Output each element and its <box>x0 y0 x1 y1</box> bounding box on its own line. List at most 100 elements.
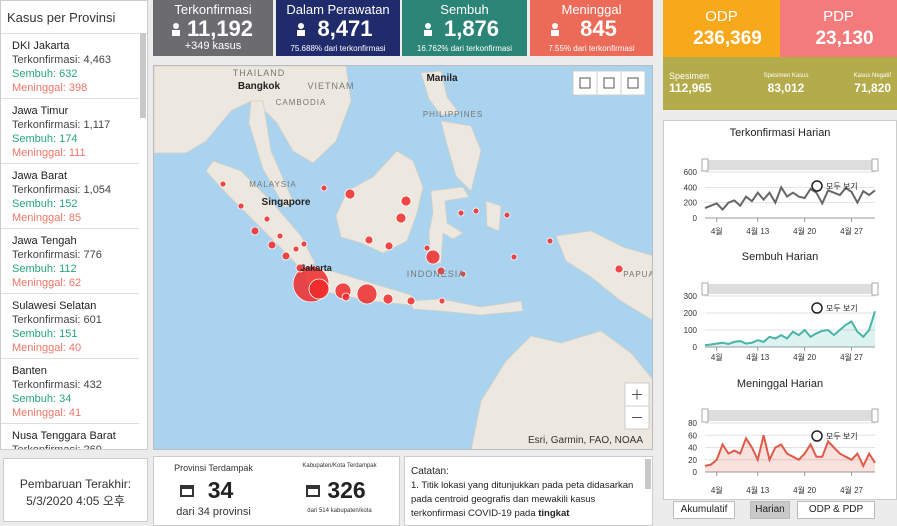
map-label: Jakarta <box>300 263 333 273</box>
landmass <box>248 100 294 209</box>
range-strip <box>705 160 875 170</box>
x-tick-label: 4월 <box>711 485 723 495</box>
range-handle <box>701 282 709 296</box>
stat-sub: 75.688% dari terkonfirmasi <box>290 44 386 53</box>
x-tick-label: 4월 20 <box>793 226 816 236</box>
province-item[interactable]: Nusa Tenggara Barat Terkonfirmasi: 269 <box>1 423 139 449</box>
notes-panel: Catatan: 1. Titik lokasi yang ditunjukkan… <box>404 456 653 526</box>
x-tick-label: 4월 <box>711 352 723 362</box>
province-name: Jawa Tengah <box>12 235 77 247</box>
stat-label: Terkonfirmasi <box>174 2 252 17</box>
map-attribution: Esri, Garmin, FAO, NOAA <box>528 435 643 446</box>
case-location <box>295 263 305 273</box>
stat-value: 845 <box>580 16 617 41</box>
landmass <box>428 186 470 264</box>
province-confirmed: Terkonfirmasi: 1,117 <box>12 119 111 131</box>
province-item[interactable]: Banten Terkonfirmasi: 432 Sembuh: 34 Mening… <box>1 358 139 423</box>
province-confirmed: Terkonfirmasi: 601 <box>12 314 102 326</box>
province-item[interactable]: DKI Jakarta Terkonfirmasi: 4,463 Sembuh: 6… <box>1 33 139 98</box>
y-tick-label: 300 <box>684 292 698 301</box>
map-canvas[interactable]: THAILAND Bangkok VIETNAM CAMBODIA Manila PHIL… <box>154 66 653 450</box>
stat-card: Meninggal 845 7.55% dari terkonfirmasi <box>530 0 653 56</box>
specimen-value: 83,012 <box>767 81 805 95</box>
map-label: Singapore <box>262 197 311 208</box>
affected-value: 34 <box>207 477 234 503</box>
case-location <box>406 296 416 306</box>
province-panel: Kasus per Provinsi DKI Jakarta Terkonfirma… <box>0 0 148 450</box>
province-deaths: Meninggal: 111 <box>12 147 86 159</box>
stat-card: Sembuh 1,876 16.762% dari terkonfirmasi <box>402 0 527 56</box>
icon-part <box>173 23 179 29</box>
landmass <box>470 330 652 449</box>
map-button-legend[interactable] <box>596 70 622 96</box>
affected-sub: dari 34 provinsi <box>176 506 251 518</box>
icon-part <box>297 30 305 36</box>
map-button-layers[interactable] <box>620 70 646 96</box>
y-tick-label: 80 <box>688 419 697 428</box>
affected-value: 326 <box>327 477 366 503</box>
tab[interactable]: Harian <box>750 501 790 519</box>
case-location <box>320 184 328 192</box>
landmass <box>420 70 460 116</box>
y-tick-label: 200 <box>684 199 698 208</box>
map-label: PHILIPPINES <box>423 110 483 119</box>
case-location <box>510 253 518 261</box>
landmass <box>154 66 352 164</box>
zoom-icon <box>811 430 823 442</box>
y-tick-label: 0 <box>693 468 698 477</box>
case-location <box>382 293 394 305</box>
province-recovered: Sembuh: 151 <box>12 328 78 340</box>
map-button-home[interactable] <box>572 70 598 96</box>
icon-part <box>550 30 559 36</box>
map-label: Bangkok <box>238 81 281 92</box>
case-location <box>267 240 277 250</box>
specimen-label: Spesimen <box>669 71 710 81</box>
province-confirmed: Terkonfirmasi: 4,463 <box>12 54 112 66</box>
case-location <box>237 202 245 210</box>
case-location <box>364 235 374 245</box>
province-item[interactable]: Jawa Tengah Terkonfirmasi: 776 Sembuh: 112… <box>1 228 139 293</box>
case-location <box>292 245 300 253</box>
tab[interactable]: ODP & PDP <box>797 501 875 519</box>
landmass <box>410 298 524 316</box>
case-location <box>341 292 351 302</box>
affected-icon <box>180 485 194 497</box>
map-icon <box>579 77 591 89</box>
province-item[interactable]: Jawa Barat Terkonfirmasi: 1,054 Sembuh: 15… <box>1 163 139 228</box>
range-strip <box>705 410 875 421</box>
monitor-value: 23,130 <box>815 28 874 49</box>
monitor-label: PDP <box>823 8 854 25</box>
area <box>705 311 875 347</box>
case-location <box>263 215 271 223</box>
province-item[interactable]: Sulawesi Selatan Terkonfirmasi: 601 Sembuh… <box>1 293 139 358</box>
y-tick-label: 400 <box>684 183 698 192</box>
tab[interactable]: Akumulatif <box>673 501 735 519</box>
province-deaths: Meninggal: 85 <box>12 212 82 224</box>
monitor-label: ODP <box>705 8 738 25</box>
specimen-value: 71,820 <box>854 81 891 95</box>
province-confirmed: Terkonfirmasi: 776 <box>12 249 102 261</box>
case-location <box>384 241 394 251</box>
case-location <box>395 212 407 224</box>
icon-part <box>423 30 432 36</box>
y-tick-label: 100 <box>684 326 698 335</box>
monitor-card: ODP 236,369 <box>663 0 780 57</box>
stat-card: Dalam Perawatan 8,471 75.688% dari terkonf… <box>276 0 400 56</box>
stat-icon <box>423 23 432 36</box>
y-tick-label: 0 <box>693 214 698 223</box>
zoom-label: 모두 보기 <box>826 304 858 313</box>
line <box>704 185 876 212</box>
stat-label: Sembuh <box>440 2 489 17</box>
province-recovered: Sembuh: 632 <box>12 68 78 80</box>
stat-value: 11,192 <box>186 16 254 41</box>
province-item[interactable]: Jawa Timur Terkonfirmasi: 1,117 Sembuh: 17… <box>1 98 139 163</box>
map-label: THAILAND <box>233 68 286 78</box>
case-location <box>356 283 378 305</box>
x-tick-label: 4월 27 <box>840 226 863 236</box>
y-tick-label: 200 <box>684 309 698 318</box>
panel-title: Kasus per Provinsi <box>7 10 116 25</box>
update-datetime: 5/3/2020 4:05 오후 <box>26 494 125 508</box>
province-name: Jawa Timur <box>12 105 69 117</box>
icon-part <box>298 23 304 29</box>
